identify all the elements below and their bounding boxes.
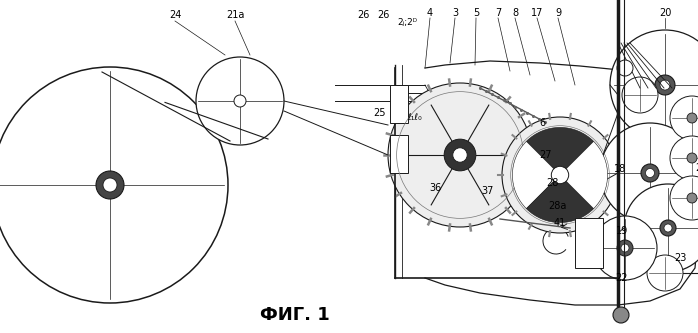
Circle shape: [641, 164, 659, 182]
Circle shape: [670, 96, 698, 140]
Circle shape: [613, 307, 629, 323]
Bar: [390, 85, 408, 123]
Circle shape: [664, 224, 672, 232]
Circle shape: [593, 216, 657, 280]
Text: 20: 20: [659, 8, 671, 18]
Circle shape: [388, 83, 532, 227]
Circle shape: [687, 153, 697, 163]
Text: 41: 41: [554, 218, 566, 228]
Circle shape: [660, 80, 670, 90]
Circle shape: [234, 95, 246, 107]
Bar: [575, 218, 603, 268]
Circle shape: [622, 77, 658, 113]
Circle shape: [453, 148, 467, 162]
Circle shape: [502, 117, 618, 233]
Circle shape: [551, 166, 569, 184]
Text: 7: 7: [495, 8, 501, 18]
Text: ℓ₁ℓ₀: ℓ₁ℓ₀: [408, 114, 422, 123]
Text: 2ⱼ;2ᴰ: 2ⱼ;2ᴰ: [397, 19, 417, 28]
Text: 18: 18: [614, 164, 626, 174]
Wedge shape: [512, 142, 560, 209]
Circle shape: [646, 168, 655, 177]
Circle shape: [196, 57, 284, 145]
Text: 24: 24: [169, 10, 181, 20]
Circle shape: [610, 30, 698, 140]
Circle shape: [670, 136, 698, 180]
Bar: [390, 135, 408, 173]
Circle shape: [660, 220, 676, 236]
Text: 26: 26: [357, 10, 369, 20]
Text: 5: 5: [473, 8, 479, 18]
Text: 19: 19: [616, 226, 628, 236]
Text: 28: 28: [546, 178, 558, 188]
Text: 21a: 21a: [226, 10, 244, 20]
Circle shape: [0, 67, 228, 303]
Circle shape: [655, 75, 675, 95]
Text: 23: 23: [674, 253, 686, 263]
Circle shape: [670, 176, 698, 220]
Circle shape: [687, 113, 697, 123]
Circle shape: [96, 171, 124, 199]
Circle shape: [103, 178, 117, 192]
Text: 4: 4: [427, 8, 433, 18]
Text: 36: 36: [429, 183, 441, 193]
Text: 6: 6: [539, 118, 545, 128]
Wedge shape: [526, 128, 593, 175]
Circle shape: [444, 139, 476, 171]
Text: 26: 26: [377, 10, 389, 20]
Text: 22: 22: [616, 273, 628, 283]
Text: 27: 27: [539, 150, 551, 160]
Text: 8: 8: [512, 8, 518, 18]
Circle shape: [621, 244, 629, 252]
Text: 17: 17: [530, 8, 543, 18]
Circle shape: [617, 60, 633, 76]
Text: ФИГ. 1: ФИГ. 1: [260, 306, 330, 324]
Circle shape: [647, 255, 683, 291]
Text: 25: 25: [373, 108, 386, 118]
Text: 3: 3: [452, 8, 458, 18]
Text: 9: 9: [555, 8, 561, 18]
Circle shape: [624, 184, 698, 272]
Circle shape: [617, 240, 633, 256]
Circle shape: [600, 123, 698, 223]
Text: 28a: 28a: [548, 201, 566, 211]
Wedge shape: [526, 175, 593, 222]
Text: 21: 21: [695, 163, 698, 173]
Circle shape: [687, 193, 697, 203]
Text: 37: 37: [482, 186, 494, 196]
Wedge shape: [560, 142, 607, 209]
